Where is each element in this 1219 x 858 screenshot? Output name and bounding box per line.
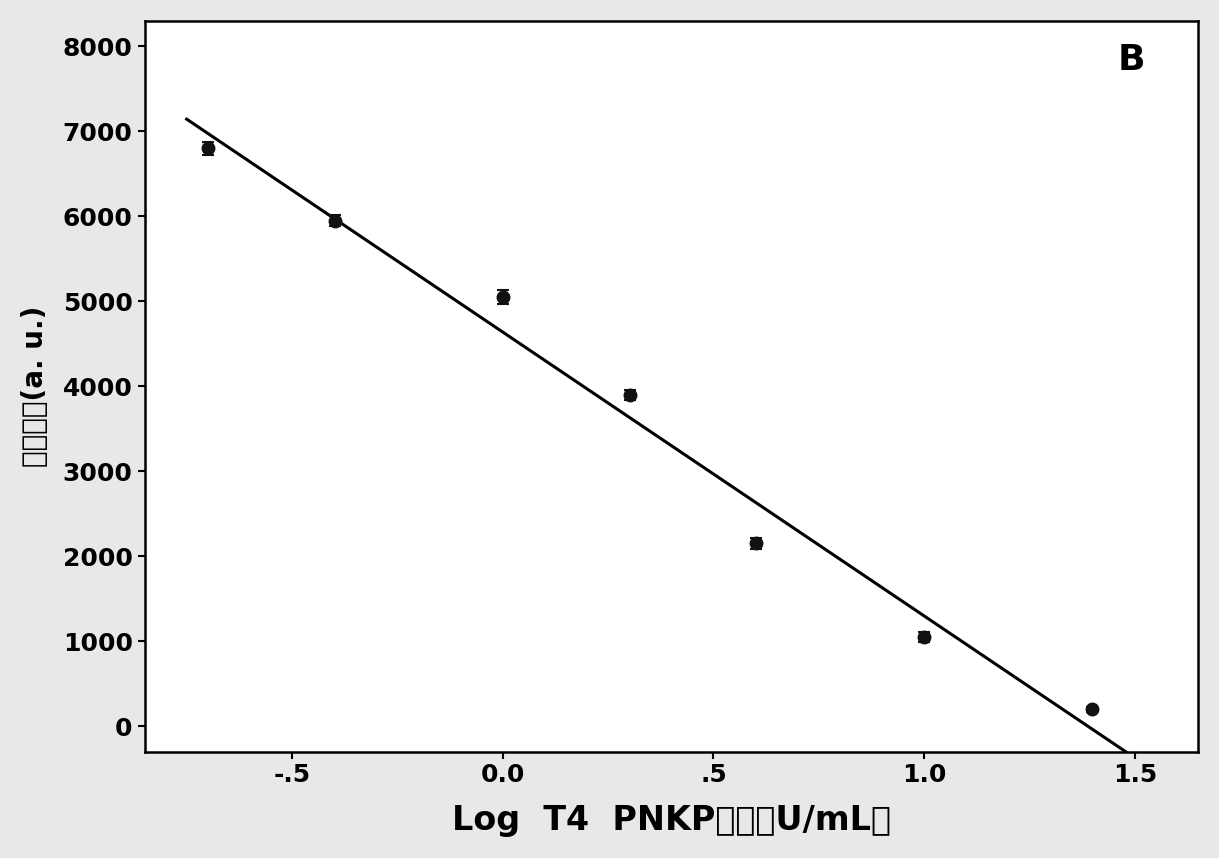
X-axis label: Log  T4  PNKP浓度（U/mL）: Log T4 PNKP浓度（U/mL） <box>452 804 891 837</box>
Text: B: B <box>1118 43 1146 76</box>
Y-axis label: 荆光强度(a. u.): 荆光强度(a. u.) <box>21 305 49 467</box>
